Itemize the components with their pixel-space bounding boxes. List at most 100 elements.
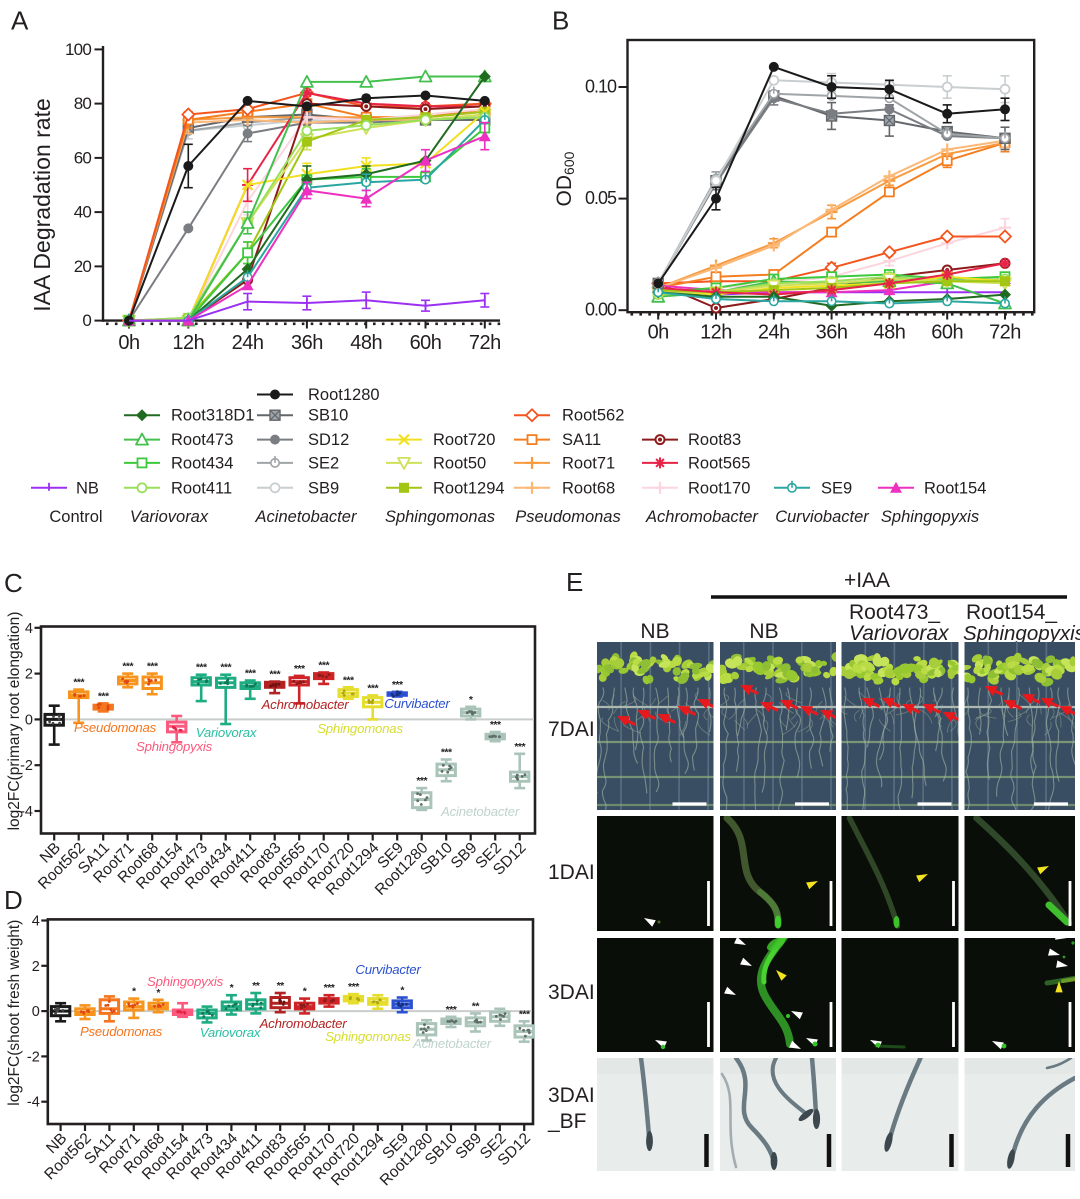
svg-text:Root154: Root154: [924, 479, 986, 497]
svg-text:Root720: Root720: [433, 431, 495, 449]
svg-text:***: ***: [324, 982, 336, 994]
svg-text:40: 40: [74, 203, 92, 222]
svg-text:log2FC(shoot fresh weight): log2FC(shoot fresh weight): [6, 920, 23, 1106]
svg-text:Achromobacter: Achromobacter: [259, 1016, 348, 1031]
svg-text:24h: 24h: [758, 322, 790, 344]
svg-text:0h: 0h: [118, 332, 139, 354]
svg-text:NB: NB: [749, 620, 778, 643]
svg-text:B: B: [552, 6, 569, 36]
svg-text:Root154_: Root154_: [966, 601, 1057, 624]
svg-text:Sphingopyxis: Sphingopyxis: [136, 739, 213, 754]
svg-text:Pseudomonas: Pseudomonas: [74, 720, 157, 735]
svg-text:Sphingopyxis: Sphingopyxis: [147, 974, 224, 989]
svg-text:4: 4: [25, 621, 33, 637]
svg-text:0: 0: [32, 1004, 40, 1020]
svg-text:***: ***: [446, 1004, 458, 1016]
svg-text:***: ***: [147, 661, 159, 673]
svg-text:2: 2: [25, 667, 33, 683]
svg-text:-4: -4: [27, 1095, 40, 1111]
svg-text:***: ***: [245, 668, 257, 680]
svg-text:0: 0: [25, 712, 33, 728]
svg-text:IAA Degradation rate: IAA Degradation rate: [29, 98, 55, 312]
svg-text:100: 100: [65, 40, 91, 59]
svg-text:SA11: SA11: [562, 431, 601, 449]
svg-text:Sphingomonas: Sphingomonas: [317, 721, 403, 736]
svg-text:Root1294: Root1294: [433, 479, 505, 497]
svg-text:***: ***: [294, 663, 306, 675]
svg-text:-2: -2: [20, 758, 33, 774]
svg-text:***: ***: [343, 674, 355, 686]
svg-text:***: ***: [348, 981, 360, 993]
svg-text:4: 4: [32, 914, 40, 930]
svg-text:Variovorax: Variovorax: [130, 508, 209, 526]
svg-text:***: ***: [490, 719, 502, 731]
svg-text:80: 80: [74, 94, 92, 113]
svg-text:Variovorax: Variovorax: [196, 725, 257, 740]
svg-text:***: ***: [73, 677, 85, 689]
svg-text:Root83: Root83: [688, 431, 741, 449]
svg-text:SD12: SD12: [308, 431, 349, 449]
svg-text:**: **: [277, 980, 286, 992]
svg-text:_BF: _BF: [547, 1110, 587, 1133]
svg-text:SE9: SE9: [821, 479, 852, 497]
svg-text:Root473: Root473: [171, 431, 233, 449]
svg-text:**: **: [472, 1000, 481, 1012]
svg-text:Control: Control: [49, 508, 102, 526]
svg-text:*: *: [230, 982, 235, 994]
svg-text:*: *: [303, 986, 308, 998]
svg-text:Root473_: Root473_: [849, 601, 940, 624]
svg-text:SE2: SE2: [308, 454, 339, 472]
svg-text:A: A: [11, 6, 29, 36]
svg-text:***: ***: [392, 679, 404, 691]
svg-text:Acinetobacter: Acinetobacter: [440, 804, 520, 819]
svg-text:***: ***: [196, 662, 208, 674]
svg-text:48h: 48h: [350, 332, 382, 354]
svg-text:***: ***: [220, 662, 232, 674]
svg-text:72h: 72h: [469, 332, 501, 354]
svg-text:-2: -2: [27, 1049, 40, 1065]
svg-text:0.05: 0.05: [585, 188, 617, 208]
svg-text:*: *: [132, 986, 137, 998]
svg-text:60: 60: [74, 148, 92, 167]
svg-text:1DAI: 1DAI: [548, 861, 595, 884]
svg-text:7DAI: 7DAI: [548, 718, 595, 741]
svg-text:Root50: Root50: [433, 454, 486, 472]
svg-text:Curviobacter: Curviobacter: [775, 508, 870, 526]
svg-text:0h: 0h: [648, 322, 669, 344]
svg-text:***: ***: [318, 660, 330, 672]
svg-text:*: *: [469, 694, 474, 706]
svg-text:Root411: Root411: [171, 479, 232, 497]
svg-text:Root565: Root565: [688, 454, 750, 472]
svg-text:Root318D1: Root318D1: [171, 407, 254, 425]
svg-text:Curvibacter: Curvibacter: [355, 962, 421, 977]
svg-text:E: E: [566, 567, 583, 597]
svg-text:36h: 36h: [291, 332, 323, 354]
svg-text:Root68: Root68: [562, 479, 615, 497]
svg-text:*: *: [156, 987, 161, 999]
svg-text:12h: 12h: [700, 322, 732, 344]
svg-text:Root1280: Root1280: [308, 386, 380, 404]
svg-text:NB: NB: [640, 620, 669, 643]
svg-text:+IAA: +IAA: [844, 569, 890, 592]
svg-text:C: C: [4, 568, 23, 598]
svg-text:Sphingopyxis: Sphingopyxis: [963, 622, 1080, 645]
svg-text:NB: NB: [76, 479, 99, 497]
svg-text:log2FC(primary root elongation: log2FC(primary root elongation): [6, 612, 23, 831]
svg-text:***: ***: [519, 1008, 531, 1020]
svg-text:Acinetobacter: Acinetobacter: [412, 1036, 492, 1051]
svg-text:***: ***: [269, 669, 281, 681]
svg-text:***: ***: [441, 747, 453, 759]
svg-text:72h: 72h: [989, 322, 1021, 344]
svg-text:2: 2: [32, 959, 40, 975]
svg-text:Pseudomonas: Pseudomonas: [80, 1024, 163, 1039]
svg-text:Acinetobacter: Acinetobacter: [255, 508, 358, 526]
svg-text:Root434: Root434: [171, 454, 233, 472]
svg-text:***: ***: [98, 690, 110, 702]
svg-text:-4: -4: [20, 804, 33, 820]
svg-text:Root562: Root562: [562, 407, 624, 425]
svg-text:Variovorax: Variovorax: [849, 622, 950, 645]
svg-text:48h: 48h: [873, 322, 905, 344]
svg-text:60h: 60h: [410, 332, 442, 354]
svg-text:D: D: [4, 885, 23, 915]
svg-text:12h: 12h: [172, 332, 204, 354]
